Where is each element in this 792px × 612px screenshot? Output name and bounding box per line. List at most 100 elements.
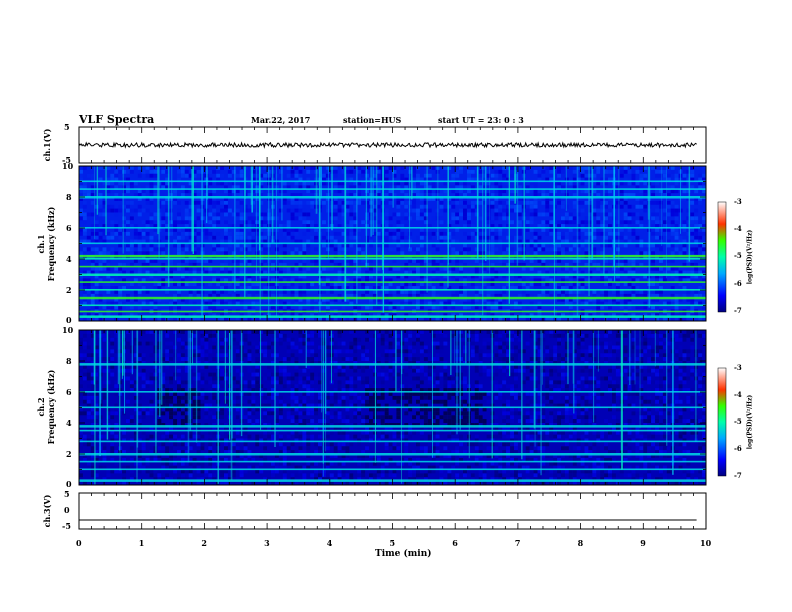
spectrogram-cell xyxy=(396,216,401,221)
spectrogram-cell xyxy=(384,353,389,358)
spectrogram-cell xyxy=(498,357,503,361)
spectrogram-cell xyxy=(306,181,311,186)
spectrogram-cell xyxy=(651,333,656,338)
spectrogram-cell xyxy=(259,357,264,361)
spectrogram-cell xyxy=(639,173,644,178)
spectrogram-cell xyxy=(376,185,381,190)
spectrogram-cell xyxy=(474,349,479,354)
spectrogram-cell xyxy=(596,231,601,236)
spectrogram-cell xyxy=(490,204,495,209)
spectrogram-cell xyxy=(431,216,436,221)
spectrogram-cell xyxy=(400,173,405,178)
spectrogram-cell xyxy=(224,231,228,236)
spectrogram-cell xyxy=(286,228,291,232)
spectrogram-cell xyxy=(388,189,393,194)
spectrogram-cell xyxy=(196,208,201,213)
spectrogram-cell xyxy=(102,333,107,338)
spectrogram-cell xyxy=(682,177,687,182)
spectrogram-cell xyxy=(553,208,558,213)
spectrogram-cell xyxy=(349,235,354,240)
spectrogram-cell xyxy=(259,220,264,225)
spectrogram-cell xyxy=(325,193,330,197)
spectrogram-cell xyxy=(110,177,115,182)
spectrogram-cell xyxy=(643,173,648,178)
spectrogram-cell xyxy=(243,337,248,342)
spectrogram-cell xyxy=(498,169,503,174)
spectrogram-cell xyxy=(568,228,573,232)
spectrogram-cell xyxy=(580,380,585,385)
spectrogram-cell xyxy=(588,216,593,221)
spectrogram-cell xyxy=(282,251,287,256)
spectrogram-cell xyxy=(474,368,479,373)
spectrogram-cell xyxy=(282,372,287,377)
spectrogram-cell xyxy=(576,380,581,385)
spectrogram-cell xyxy=(79,189,83,194)
spectrogram-cell xyxy=(600,224,605,228)
spectrogram-cell xyxy=(294,345,299,350)
spectrogram-cell xyxy=(94,251,99,256)
spectrogram-cell xyxy=(114,349,119,354)
spectrogram-cell xyxy=(333,239,338,244)
spectrogram-cell xyxy=(459,330,464,334)
spectrogram-cell xyxy=(517,247,522,252)
spectrogram-cell xyxy=(322,235,326,240)
spectrogram-cell xyxy=(145,224,150,228)
spectrogram-cell xyxy=(251,251,256,256)
spectrogram-cell xyxy=(623,169,628,174)
spectrogram-cell xyxy=(588,173,593,178)
spectrogram-cell xyxy=(553,380,558,385)
spectrogram-cell xyxy=(310,341,315,346)
spectrogram-cell xyxy=(361,251,366,256)
spectrogram-cell xyxy=(302,380,307,385)
spectrogram-cell xyxy=(290,337,295,342)
spectrogram-cell xyxy=(486,368,491,373)
spectrogram-cell xyxy=(467,185,471,190)
spectrogram-cell xyxy=(514,330,518,334)
spectrogram-cell xyxy=(384,333,389,338)
spectrogram-cell xyxy=(545,357,550,361)
spectrogram-cell xyxy=(439,220,444,225)
spectrogram-cell xyxy=(251,228,256,232)
spectrogram-cell xyxy=(541,200,546,205)
spectrogram-cell xyxy=(337,330,342,334)
spectrogram-cell xyxy=(619,189,624,194)
spectrogram-cell xyxy=(482,228,487,232)
spectrogram-cell xyxy=(510,204,515,209)
spectrogram-cell xyxy=(369,337,373,342)
spectrogram-cell xyxy=(494,247,499,252)
spectrogram-cell xyxy=(212,345,217,350)
spectrogram-cell xyxy=(631,228,636,232)
vlf-burst xyxy=(281,166,283,221)
spectrogram-cell xyxy=(478,353,483,358)
spectrogram-cell xyxy=(416,193,420,197)
spectrogram-cell xyxy=(306,200,311,205)
vlf-burst xyxy=(167,166,170,287)
spectrogram-cell xyxy=(400,200,405,205)
spectrogram-cell xyxy=(525,200,530,205)
spectrogram-cell xyxy=(686,208,691,213)
spectrogram-cell xyxy=(251,169,256,174)
spectrogram-cell xyxy=(353,193,358,197)
spectrogram-cell xyxy=(572,204,577,209)
spectrogram-cell xyxy=(682,169,687,174)
spectrogram-cell xyxy=(353,341,358,346)
spectrogram-cell xyxy=(79,251,83,256)
spectrogram-cell xyxy=(384,216,389,221)
spectrogram-cell xyxy=(286,345,291,350)
spectrogram-cell xyxy=(404,353,409,358)
spectrogram-cell xyxy=(212,357,217,361)
spectrogram-cell xyxy=(337,224,342,228)
spectrogram-cell xyxy=(106,208,111,213)
spectrogram-cell xyxy=(372,204,377,209)
spectrogram-cell xyxy=(376,220,381,225)
spectrogram-cell xyxy=(204,235,209,240)
spectrogram-cell xyxy=(145,251,150,256)
spectrogram-cell xyxy=(412,208,417,213)
spectrogram-cell xyxy=(122,204,127,209)
spectrogram-cell xyxy=(482,185,487,190)
spectrogram-cell xyxy=(494,330,499,334)
spectrogram-cell xyxy=(463,251,467,256)
spectrogram-cell xyxy=(145,166,150,170)
vlf-burst xyxy=(410,166,413,200)
spectrogram-cell xyxy=(541,189,546,194)
